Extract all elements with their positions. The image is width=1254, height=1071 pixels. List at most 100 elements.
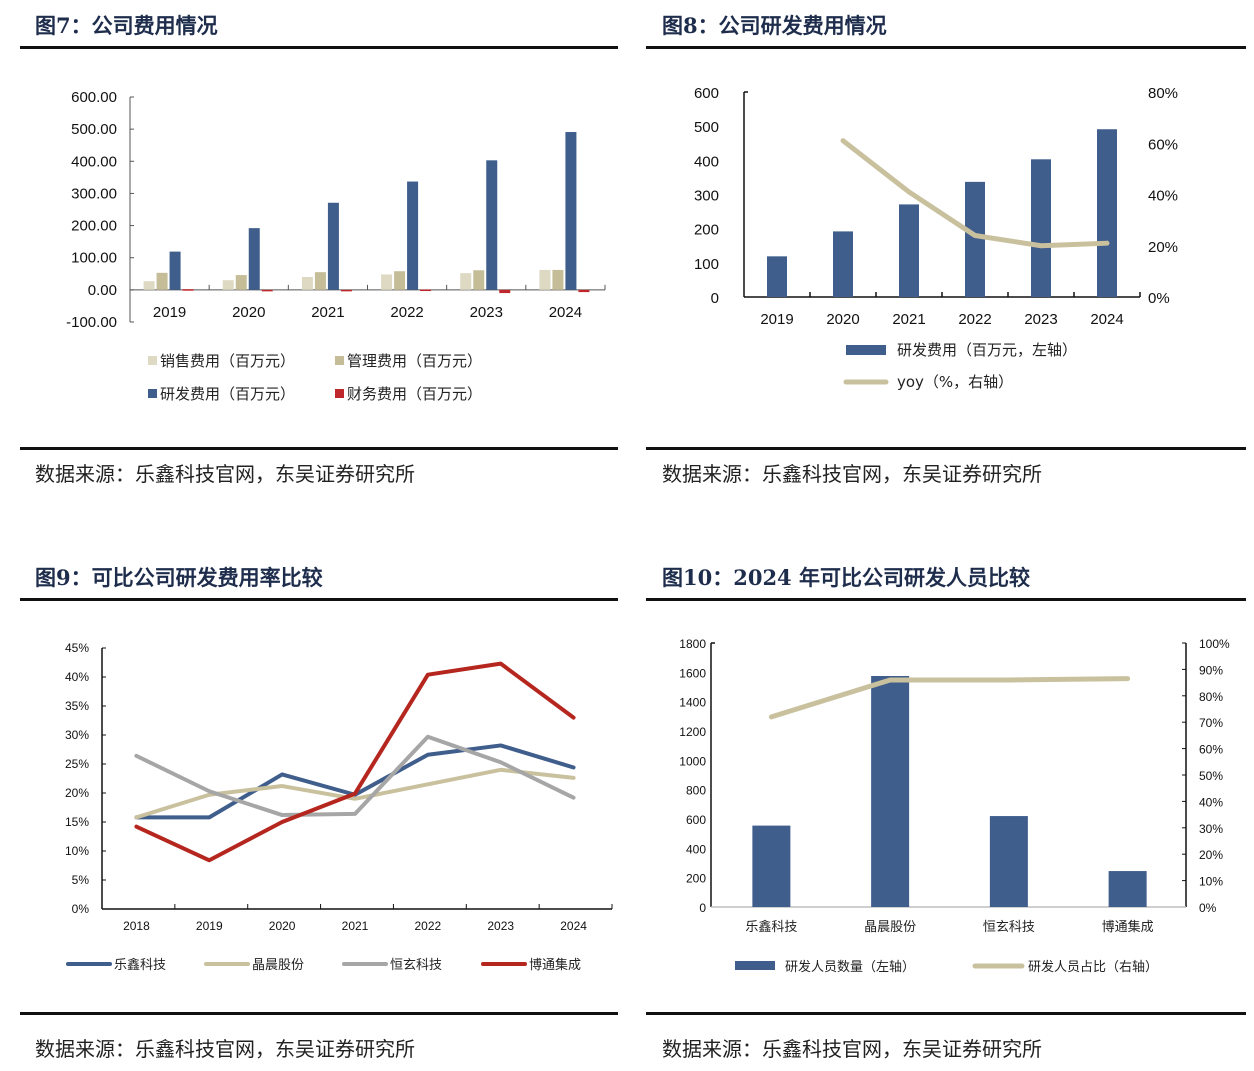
legend-label: yoy（%，右轴）: [897, 373, 1013, 391]
legend-swatch: [148, 389, 157, 398]
x-tick-label: 2018: [123, 919, 150, 933]
y-left-tick-label: 600: [686, 813, 706, 827]
bar-finance: [182, 289, 194, 291]
y-left-tick-label: 300: [694, 188, 719, 205]
figure-8-source: 数据来源：乐鑫科技官网，东吴证券研究所: [662, 462, 1042, 486]
y-left-tick-label: 400: [694, 153, 719, 170]
y-right-tick-label: 100%: [1199, 637, 1230, 651]
figure-7-title: 图7：公司费用情况: [35, 13, 218, 38]
legend-label: 管理费用（百万元）: [347, 352, 482, 370]
bar-rnd-staff: [752, 825, 791, 907]
bar-admin: [314, 272, 326, 290]
bar-sales: [301, 277, 313, 290]
bar-rnd-staff: [989, 816, 1028, 907]
bar-sales: [381, 274, 393, 290]
y-tick-label: -100.00: [66, 314, 117, 331]
figure-8-title: 图8：公司研发费用情况: [662, 13, 887, 38]
legend-swatch: [335, 356, 344, 365]
figure-9-chart: 45% 40% 35% 30% 25% 20% 15% 10% 5% 0% 2018 2019 2020…: [65, 641, 613, 973]
y-tick-label: 25%: [65, 757, 89, 771]
y-tick-label: 35%: [65, 699, 89, 713]
y-tick-label: 400.00: [71, 153, 117, 170]
x-tick-label: 博通集成: [1102, 919, 1154, 935]
y-left-tick-label: 600: [694, 85, 719, 102]
y-right-tick-label: 60%: [1148, 136, 1178, 153]
beken-line: [134, 661, 576, 863]
legend-label: 乐鑫科技: [114, 957, 166, 973]
bar-rnd-expense: [1031, 159, 1051, 297]
y-right-tick-label: 80%: [1199, 690, 1223, 704]
y-left-tick-label: 1400: [679, 696, 706, 710]
y-right-tick-label: 20%: [1148, 239, 1178, 256]
y-left-tick-label: 500: [694, 119, 719, 136]
bar-rnd: [169, 251, 181, 290]
bar-finance: [499, 289, 511, 294]
legend-swatch: [335, 389, 344, 398]
x-tick-label: 2024: [1090, 311, 1123, 328]
x-tick-label: 2024: [549, 304, 582, 321]
bar-rnd: [486, 160, 498, 290]
y-left-tick-label: 0: [699, 901, 706, 915]
legend-swatch: [148, 356, 157, 365]
rnd-staff-ratio-line: [768, 676, 1131, 720]
figure-10-title: 图10：2024 年可比公司研发人员比较: [662, 565, 1030, 590]
legend-label: 恒玄科技: [390, 958, 442, 973]
y-tick-label: 20%: [65, 786, 89, 800]
y-left-tick-label: 1600: [679, 666, 706, 680]
legend-label: 晶晨股份: [252, 958, 304, 973]
bar-rnd-expense: [1097, 129, 1117, 297]
bar-sales: [460, 273, 472, 290]
y-tick-label: 600.00: [71, 89, 117, 106]
x-tick-label: 2022: [958, 311, 991, 328]
bar-sales: [222, 280, 234, 290]
bar-rnd-expense: [899, 204, 919, 297]
legend-label: 财务费用（百万元）: [347, 385, 482, 403]
legend-label: 博通集成: [529, 957, 581, 973]
legend-label: 研发人员占比（右轴）: [1028, 959, 1158, 975]
bar-rnd-expense: [965, 181, 985, 297]
y-right-tick-label: 10%: [1199, 875, 1223, 889]
bar-rnd-expense: [767, 256, 787, 297]
x-tick-label: 2023: [487, 919, 514, 933]
figure-9-title: 图9：可比公司研发费用率比较: [35, 565, 323, 590]
y-tick-label: 5%: [72, 873, 90, 887]
figure-9-bottom-rule: [20, 1012, 618, 1015]
bar-rnd: [248, 228, 260, 290]
y-left-tick-label: 1200: [679, 725, 706, 739]
y-tick-label: 40%: [65, 670, 89, 684]
x-tick-label: 2020: [269, 919, 296, 933]
y-left-tick-label: 1800: [679, 637, 706, 651]
x-tick-label: 2022: [390, 304, 423, 321]
x-tick-label: 2019: [196, 919, 223, 933]
y-right-tick-label: 0%: [1199, 901, 1217, 915]
y-right-tick-label: 40%: [1148, 188, 1178, 205]
figure-7-chart: 600.00 500.00 400.00 300.00 200.00 100.00 0.00…: [66, 89, 606, 403]
x-tick-label: 晶晨股份: [864, 920, 916, 935]
figure-10-bottom-rule: [646, 1012, 1246, 1015]
legend-swatch-bar: [735, 961, 775, 970]
legend-label: 研发费用（百万元）: [160, 385, 295, 403]
bar-admin: [156, 272, 168, 290]
y-tick-label: 0%: [72, 902, 90, 916]
x-tick-label: 2020: [232, 304, 265, 321]
bar-admin: [473, 270, 485, 290]
bar-sales: [143, 281, 155, 290]
x-tick-label: 2021: [892, 311, 925, 328]
y-left-tick-label: 100: [694, 256, 719, 273]
y-left-tick-label: 400: [686, 842, 706, 856]
x-tick-label: 2023: [470, 304, 503, 321]
figure-8-chart: 600 500 400 300 200 100 0 80% 60% 40% 20% 0% 2019 202…: [694, 85, 1178, 391]
bar-finance: [340, 289, 352, 292]
y-right-tick-label: 60%: [1199, 743, 1223, 757]
x-tick-label: 2021: [311, 304, 344, 321]
figure-10-source: 数据来源：乐鑫科技官网，东吴证券研究所: [662, 1037, 1042, 1061]
y-right-tick-label: 40%: [1199, 795, 1223, 809]
y-tick-label: 10%: [65, 844, 89, 858]
bar-finance: [578, 289, 590, 293]
figure-7-bottom-rule: [20, 447, 618, 450]
figure-9-source: 数据来源：乐鑫科技官网，东吴证券研究所: [35, 1037, 415, 1061]
legend-label: 研发费用（百万元，左轴）: [897, 341, 1077, 359]
x-tick-label: 2021: [342, 919, 369, 933]
x-tick-label: 恒玄科技: [983, 920, 1035, 935]
bar-rnd: [327, 202, 339, 290]
